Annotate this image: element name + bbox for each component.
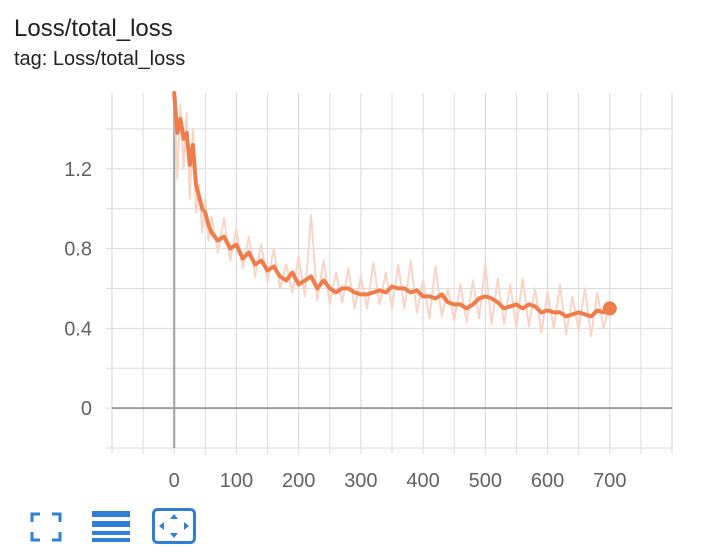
axes [112, 93, 672, 448]
data-table-icon [92, 511, 130, 542]
current-point-marker [602, 301, 617, 316]
x-tick-label: 600 [531, 470, 564, 492]
x-tick-label: 500 [469, 470, 502, 492]
x-tick-label: 400 [406, 470, 439, 492]
toggle-data-table-button[interactable] [90, 508, 130, 544]
fullscreen-icon [30, 512, 62, 542]
vertical-gridlines [111, 93, 673, 454]
series-layer [172, 91, 617, 338]
x-tick-label: 100 [220, 470, 253, 492]
chart-tag: tag: Loss/total_loss [14, 48, 186, 70]
y-tick-label: 1.2 [64, 159, 92, 181]
fit-domain-button[interactable] [152, 508, 196, 544]
y-tick-labels: 0 0.4 0.8 1.2 [64, 159, 92, 420]
x-tick-label: 200 [282, 470, 315, 492]
x-tick-label: 0 [169, 470, 180, 492]
loss-chart: 0 100 200 300 400 500 600 700 0 0.4 0.8 1.2 [64, 91, 673, 492]
chart-title: Loss/total_loss [14, 15, 173, 42]
y-tick-label: 0 [81, 398, 92, 420]
y-tick-label: 0.4 [64, 318, 92, 340]
y-tick-label: 0.8 [64, 239, 92, 261]
x-tick-label: 700 [593, 470, 626, 492]
x-tick-labels: 0 100 200 300 400 500 600 700 [169, 470, 627, 492]
fit-domain-icon [152, 508, 196, 544]
smoothed-loss-line [172, 91, 612, 319]
x-tick-label: 300 [344, 470, 377, 492]
fullscreen-button[interactable] [28, 508, 68, 544]
